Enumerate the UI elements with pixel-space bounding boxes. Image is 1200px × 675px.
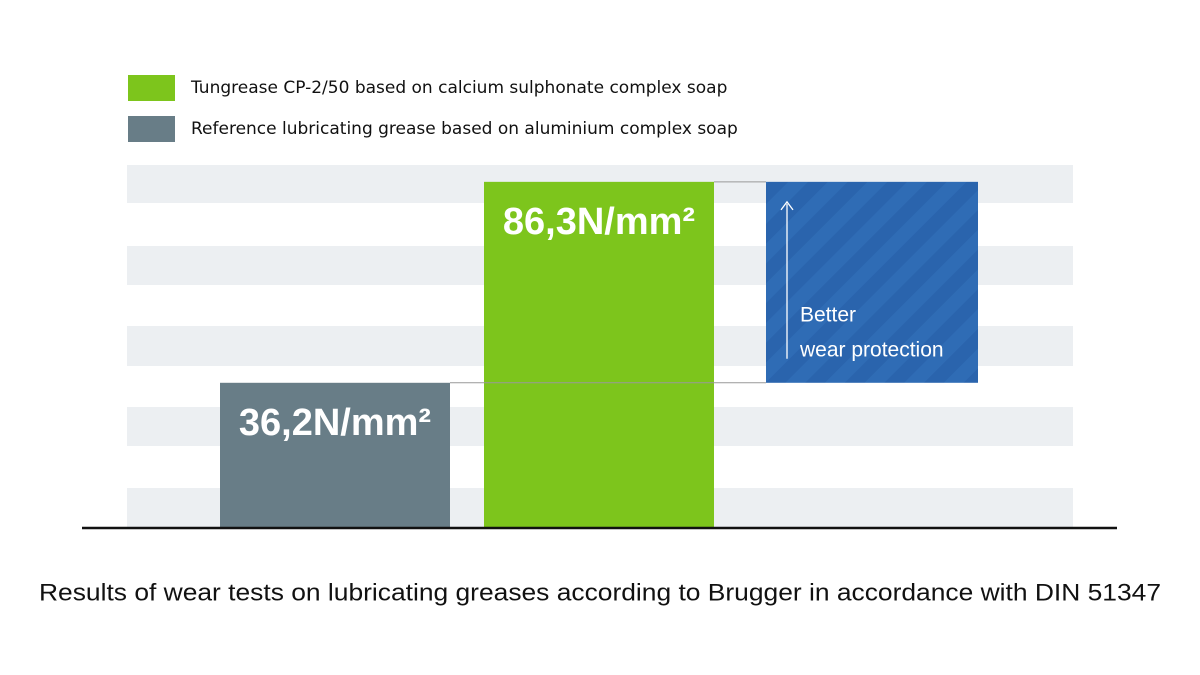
bar (484, 181, 714, 528)
legend-swatch (128, 75, 175, 101)
value-label: 36,2N/mm² (239, 402, 431, 444)
arrow-head (780, 200, 794, 211)
legend-swatch (128, 116, 175, 142)
difference-box (766, 181, 978, 383)
legend-label: Reference lubricating grease based on al… (191, 119, 738, 139)
annotation: Better (800, 304, 856, 327)
annotation: wear protection (799, 339, 944, 362)
legend-label: Tungrease CP-2/50 based on calcium sulph… (190, 78, 727, 98)
value-label: 86,3N/mm² (503, 201, 695, 243)
chart-title: Results of wear tests on lubricating gre… (39, 579, 1161, 606)
bar (220, 382, 450, 528)
